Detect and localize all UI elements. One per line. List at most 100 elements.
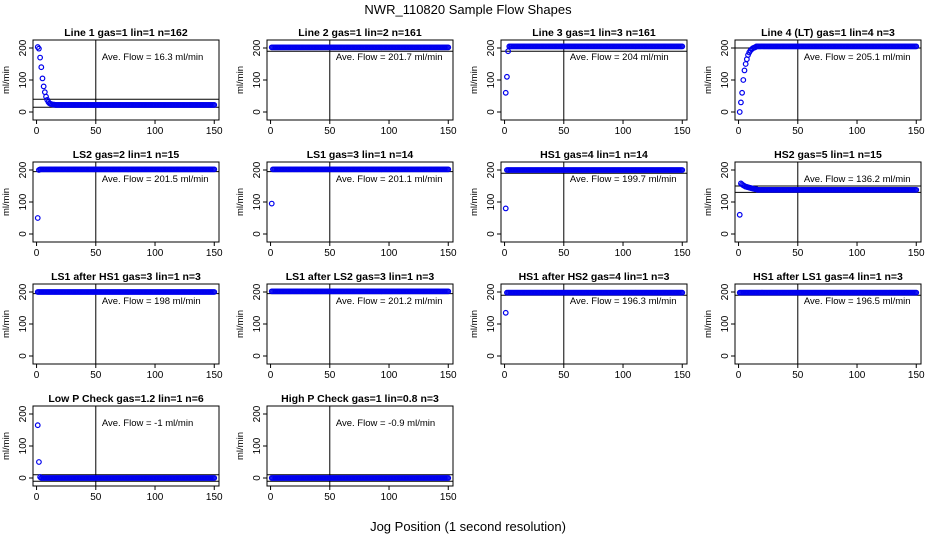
y-tick-label: 100 bbox=[18, 315, 29, 332]
y-axis-label: ml/min bbox=[1, 188, 12, 216]
x-tick-label: 50 bbox=[558, 248, 570, 259]
average-flow-annotation: Ave. Flow = 205.1 ml/min bbox=[804, 52, 911, 63]
x-tick-label: 50 bbox=[558, 126, 570, 137]
y-tick-label: 200 bbox=[252, 283, 263, 300]
x-tick-label: 150 bbox=[908, 370, 925, 381]
y-tick-label: 0 bbox=[18, 475, 29, 481]
data-point bbox=[38, 64, 45, 71]
y-tick-label: 200 bbox=[486, 283, 497, 300]
x-tick-label: 50 bbox=[324, 126, 336, 137]
panel-grid: Line 1 gas=1 lin=1 n=162 0 50 100 150 0 100 200… bbox=[1, 27, 925, 503]
data-point bbox=[445, 288, 452, 295]
y-tick-label: 0 bbox=[720, 231, 731, 237]
y-tick-label: 100 bbox=[252, 315, 263, 332]
x-tick-label: 0 bbox=[268, 370, 274, 381]
x-tick-label: 150 bbox=[908, 248, 925, 259]
x-tick-label: 0 bbox=[502, 370, 508, 381]
average-flow-annotation: Ave. Flow = 201.7 ml/min bbox=[336, 52, 443, 63]
x-tick-label: 150 bbox=[206, 370, 223, 381]
panel-title: HS1 after LS1 gas=4 lin=1 n=3 bbox=[753, 271, 903, 283]
average-flow-annotation: Ave. Flow = -1 ml/min bbox=[102, 418, 193, 429]
panel-13: Low P Check gas=1.2 lin=1 n=6 0 50 100 150 0 1… bbox=[1, 393, 223, 503]
panel-7: HS1 gas=4 lin=1 n=14 0 50 100 150 0 100 200 ml/m… bbox=[469, 149, 691, 259]
y-axis-label: ml/min bbox=[703, 310, 714, 338]
x-tick-label: 150 bbox=[206, 492, 223, 503]
panel-8: HS2 gas=5 lin=1 n=15 0 50 100 150 0 100 200 ml/m… bbox=[703, 149, 925, 259]
y-tick-label: 0 bbox=[720, 109, 731, 115]
x-tick-label: 100 bbox=[849, 126, 866, 137]
average-flow-annotation: Ave. Flow = 196.3 ml/min bbox=[570, 296, 677, 307]
y-tick-label: 200 bbox=[486, 161, 497, 178]
panel-title: Line 1 gas=1 lin=1 n=162 bbox=[64, 27, 188, 39]
average-flow-annotation: Ave. Flow = -0.9 ml/min bbox=[336, 418, 435, 429]
data-point bbox=[502, 89, 509, 96]
data-point bbox=[502, 205, 509, 212]
panel-title: HS1 gas=4 lin=1 n=14 bbox=[540, 149, 648, 161]
panel-4: Line 4 (LT) gas=1 lin=4 n=3 0 50 100 150 0 100… bbox=[703, 27, 925, 137]
y-tick-label: 0 bbox=[252, 475, 263, 481]
y-tick-label: 0 bbox=[252, 353, 263, 359]
panel-9: LS1 after HS1 gas=3 lin=1 n=3 0 50 100 150 0 1… bbox=[1, 271, 223, 381]
x-tick-label: 100 bbox=[381, 370, 398, 381]
x-tick-label: 0 bbox=[736, 126, 742, 137]
x-tick-label: 150 bbox=[674, 370, 691, 381]
x-tick-label: 50 bbox=[90, 126, 102, 137]
data-point bbox=[738, 99, 744, 106]
y-axis-label: ml/min bbox=[1, 310, 12, 338]
panel-title: LS1 gas=3 lin=1 n=14 bbox=[307, 149, 414, 161]
x-tick-label: 50 bbox=[792, 248, 804, 259]
y-tick-label: 100 bbox=[720, 315, 731, 332]
x-tick-label: 100 bbox=[615, 248, 632, 259]
y-tick-label: 0 bbox=[18, 353, 29, 359]
x-tick-label: 0 bbox=[34, 492, 40, 503]
x-tick-label: 150 bbox=[440, 126, 457, 137]
x-tick-label: 0 bbox=[736, 370, 742, 381]
y-tick-label: 100 bbox=[486, 71, 497, 88]
y-tick-label: 200 bbox=[18, 283, 29, 300]
y-tick-label: 0 bbox=[720, 353, 731, 359]
x-tick-label: 50 bbox=[90, 248, 102, 259]
y-axis-label: ml/min bbox=[235, 188, 246, 216]
y-tick-label: 100 bbox=[720, 71, 731, 88]
x-tick-label: 100 bbox=[849, 370, 866, 381]
x-tick-label: 50 bbox=[324, 248, 336, 259]
y-axis-label: ml/min bbox=[469, 188, 480, 216]
y-tick-label: 0 bbox=[486, 353, 497, 359]
data-point bbox=[211, 475, 218, 481]
panel-title: HS2 gas=5 lin=1 n=15 bbox=[774, 149, 882, 161]
data-point bbox=[502, 309, 509, 316]
average-flow-annotation: Ave. Flow = 201.2 ml/min bbox=[336, 296, 443, 307]
y-tick-label: 0 bbox=[486, 109, 497, 115]
y-tick-label: 100 bbox=[252, 71, 263, 88]
average-flow-annotation: Ave. Flow = 198 ml/min bbox=[102, 296, 201, 307]
average-flow-annotation: Ave. Flow = 16.3 ml/min bbox=[102, 52, 203, 63]
y-tick-label: 0 bbox=[18, 231, 29, 237]
data-point bbox=[39, 75, 46, 82]
x-tick-label: 150 bbox=[674, 126, 691, 137]
panel-2: Line 2 gas=1 lin=2 n=161 0 50 100 150 0 100 200… bbox=[235, 27, 457, 137]
data-point bbox=[34, 422, 41, 429]
data-point bbox=[445, 166, 452, 173]
x-tick-label: 150 bbox=[674, 248, 691, 259]
data-point bbox=[211, 166, 218, 173]
x-tick-label: 150 bbox=[440, 492, 457, 503]
x-tick-label: 50 bbox=[558, 370, 570, 381]
x-tick-label: 0 bbox=[34, 248, 40, 259]
panel-10: LS1 after LS2 gas=3 lin=1 n=3 0 50 100 150 0 1… bbox=[235, 271, 457, 381]
data-point bbox=[679, 167, 686, 173]
x-tick-label: 0 bbox=[268, 126, 274, 137]
data-point bbox=[445, 475, 452, 481]
data-point bbox=[741, 67, 748, 74]
data-point bbox=[41, 89, 48, 96]
data-point bbox=[913, 289, 920, 296]
data-point bbox=[268, 200, 275, 207]
panel-title: LS2 gas=2 lin=1 n=15 bbox=[73, 149, 180, 161]
y-tick-label: 100 bbox=[18, 437, 29, 454]
data-point bbox=[736, 109, 743, 115]
panel-1: Line 1 gas=1 lin=1 n=162 0 50 100 150 0 100 200… bbox=[1, 27, 223, 137]
x-tick-label: 100 bbox=[147, 248, 164, 259]
x-tick-label: 100 bbox=[381, 126, 398, 137]
data-point bbox=[679, 43, 686, 50]
y-tick-label: 100 bbox=[252, 193, 263, 210]
x-tick-label: 150 bbox=[206, 126, 223, 137]
